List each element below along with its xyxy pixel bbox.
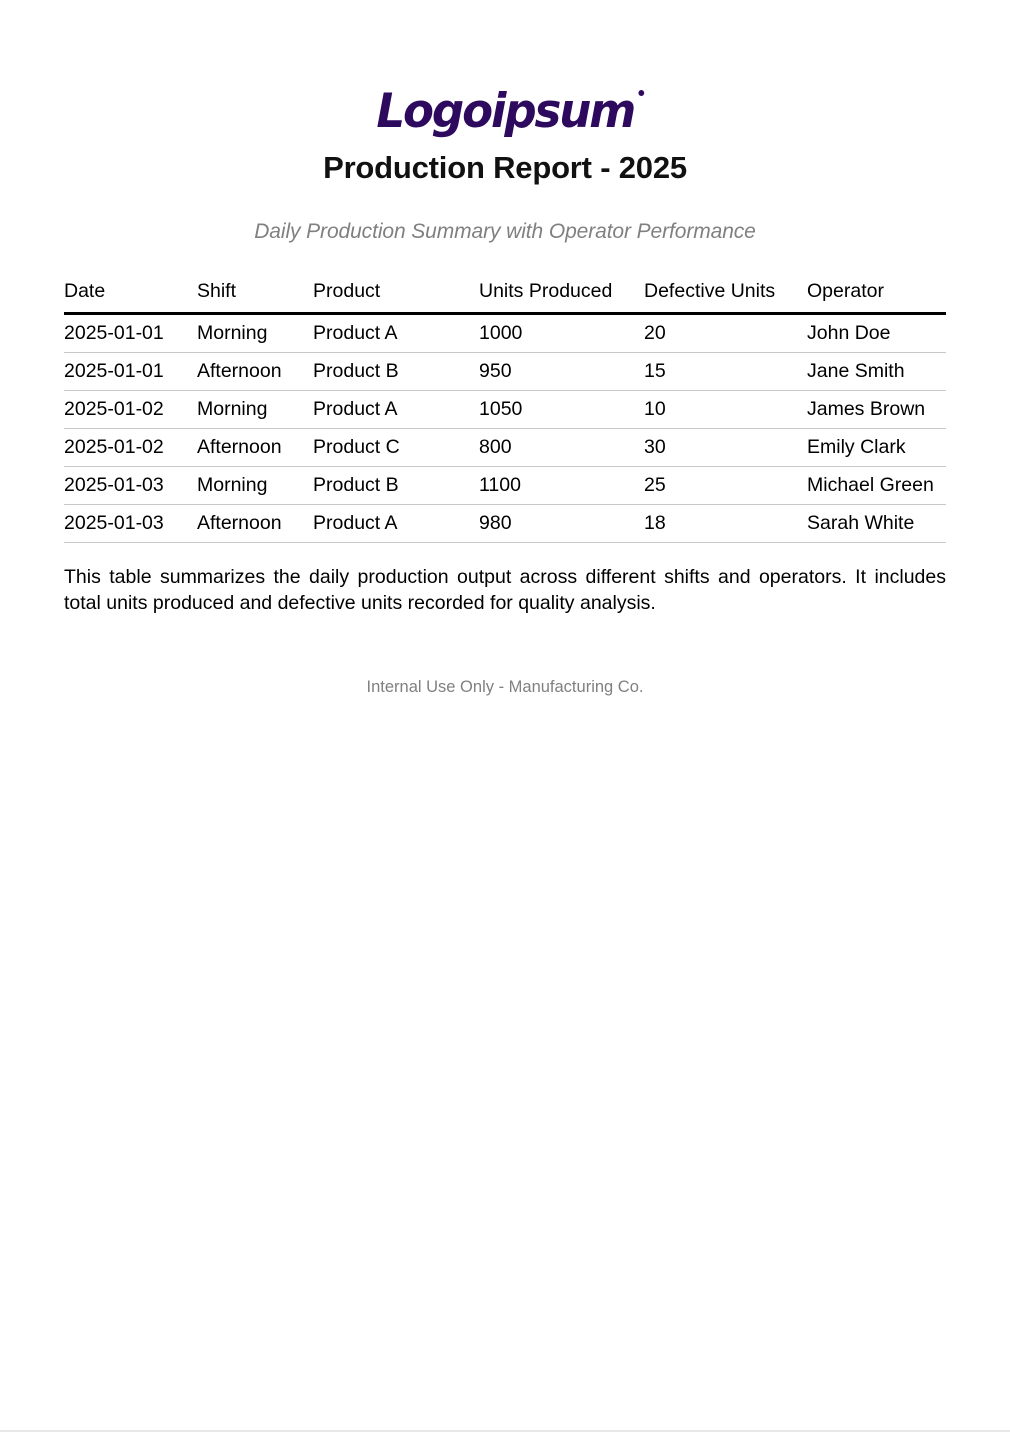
table-row: 2025-01-01 Afternoon Product B 950 15 Ja… (64, 352, 946, 391)
cell-defective-units: 10 (644, 390, 807, 429)
cell-shift: Afternoon (197, 428, 313, 467)
cell-operator: Emily Clark (807, 428, 946, 467)
brand-logo: Logoipsum (0, 0, 1010, 135)
column-header-date: Date (64, 278, 197, 315)
cell-shift: Morning (197, 390, 313, 429)
column-header-defective-units: Defective Units (644, 278, 807, 315)
registration-dot-icon (637, 90, 644, 96)
production-table: Date Shift Product Units Produced Defect… (64, 278, 946, 543)
cell-product: Product A (313, 504, 479, 543)
production-table-container: Date Shift Product Units Produced Defect… (64, 244, 946, 543)
table-description: This table summarizes the daily producti… (64, 566, 946, 614)
cell-shift: Morning (197, 466, 313, 505)
column-header-product: Product (313, 278, 479, 315)
cell-defective-units: 30 (644, 428, 807, 467)
cell-date: 2025-01-03 (64, 466, 197, 505)
cell-date: 2025-01-01 (64, 352, 197, 391)
logo-wordmark: Logoipsum (376, 88, 644, 135)
table-header: Date Shift Product Units Produced Defect… (64, 278, 946, 315)
column-header-operator: Operator (807, 278, 946, 315)
table-row: 2025-01-02 Morning Product A 1050 10 Jam… (64, 390, 946, 429)
table-row: 2025-01-03 Afternoon Product A 980 18 Sa… (64, 504, 946, 543)
cell-product: Product A (313, 390, 479, 429)
cell-shift: Afternoon (197, 504, 313, 543)
cell-shift: Afternoon (197, 352, 313, 391)
cell-units-produced: 1050 (479, 390, 644, 429)
column-header-shift: Shift (197, 278, 313, 315)
table-header-row: Date Shift Product Units Produced Defect… (64, 278, 946, 315)
cell-date: 2025-01-02 (64, 390, 197, 429)
cell-units-produced: 1000 (479, 313, 644, 353)
table-body: 2025-01-01 Morning Product A 1000 20 Joh… (64, 313, 946, 543)
table-row: 2025-01-01 Morning Product A 1000 20 Joh… (64, 313, 946, 353)
cell-product: Product B (313, 466, 479, 505)
page-footer: Internal Use Only - Manufacturing Co. (366, 678, 644, 697)
table-row: 2025-01-03 Morning Product B 1100 25 Mic… (64, 466, 946, 505)
page-title: Production Report - 2025 (323, 150, 687, 185)
cell-operator: Michael Green (807, 466, 946, 505)
cell-operator: Sarah White (807, 504, 946, 543)
logo-text: Logoipsum (376, 84, 636, 139)
cell-date: 2025-01-02 (64, 428, 197, 467)
cell-defective-units: 25 (644, 466, 807, 505)
column-header-units-produced: Units Produced (479, 278, 644, 315)
cell-defective-units: 18 (644, 504, 807, 543)
page-subtitle: Daily Production Summary with Operator P… (254, 220, 756, 243)
cell-operator: Jane Smith (807, 352, 946, 391)
cell-shift: Morning (197, 313, 313, 353)
cell-units-produced: 1100 (479, 466, 644, 505)
cell-date: 2025-01-01 (64, 313, 197, 353)
cell-operator: James Brown (807, 390, 946, 429)
page-bottom-edge (0, 1430, 1010, 1432)
cell-units-produced: 950 (479, 352, 644, 391)
table-row: 2025-01-02 Afternoon Product C 800 30 Em… (64, 428, 946, 467)
cell-operator: John Doe (807, 313, 946, 353)
cell-date: 2025-01-03 (64, 504, 197, 543)
cell-defective-units: 15 (644, 352, 807, 391)
cell-product: Product B (313, 352, 479, 391)
cell-defective-units: 20 (644, 313, 807, 353)
cell-units-produced: 980 (479, 504, 644, 543)
cell-units-produced: 800 (479, 428, 644, 467)
cell-product: Product C (313, 428, 479, 467)
cell-product: Product A (313, 313, 479, 353)
